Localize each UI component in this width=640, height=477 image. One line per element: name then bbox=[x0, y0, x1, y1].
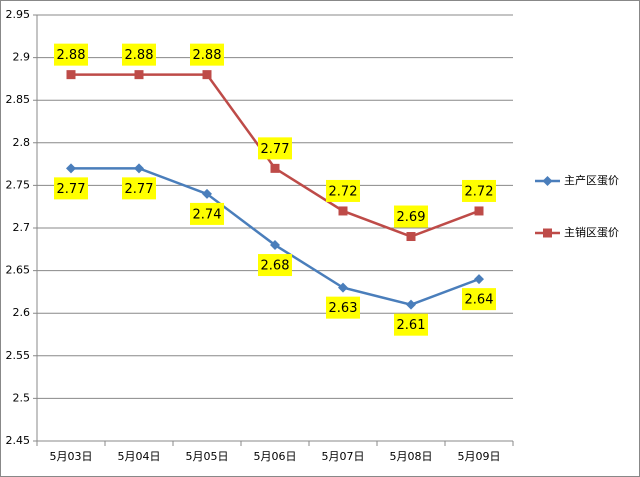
data-label-bg bbox=[462, 179, 496, 202]
y-tick-label: 2.95 bbox=[6, 8, 31, 21]
point bbox=[134, 70, 144, 80]
y-tick-label: 2.55 bbox=[6, 349, 31, 362]
point bbox=[202, 70, 212, 80]
x-tick-label: 5月08日 bbox=[390, 450, 433, 463]
point bbox=[134, 163, 144, 174]
point bbox=[474, 206, 484, 216]
y-tick-label: 2.65 bbox=[6, 264, 31, 277]
y-tick-label: 2.5 bbox=[13, 391, 31, 404]
data-label-bg bbox=[258, 137, 292, 160]
data-label: 2.88 bbox=[57, 48, 86, 63]
data-label: 2.77 bbox=[125, 182, 154, 197]
data-label-bg bbox=[54, 177, 88, 200]
point bbox=[270, 240, 280, 251]
data-label-bg bbox=[394, 313, 428, 336]
legend-label: 主产区蛋价 bbox=[564, 173, 619, 187]
data-label: 2.63 bbox=[329, 301, 358, 316]
x-tick-label: 5月05日 bbox=[186, 450, 229, 463]
data-label: 2.77 bbox=[57, 182, 86, 197]
point bbox=[270, 163, 280, 173]
y-tick-label: 2.75 bbox=[6, 178, 31, 191]
x-tick-label: 5月03日 bbox=[50, 450, 93, 463]
point bbox=[338, 206, 348, 216]
data-label: 2.69 bbox=[397, 210, 426, 225]
data-label: 2.72 bbox=[329, 184, 358, 199]
point bbox=[338, 282, 348, 293]
point bbox=[406, 299, 416, 310]
x-tick-label: 5月09日 bbox=[458, 450, 501, 463]
data-label-bg bbox=[462, 288, 496, 311]
y-tick-label: 2.6 bbox=[13, 306, 31, 319]
data-label-bg bbox=[190, 43, 224, 66]
data-label: 2.88 bbox=[125, 48, 154, 63]
y-tick-label: 2.85 bbox=[6, 93, 31, 106]
data-label: 2.88 bbox=[193, 48, 222, 63]
x-tick-label: 5月07日 bbox=[322, 450, 365, 463]
legend-label: 主销区蛋价 bbox=[564, 225, 619, 239]
data-label: 2.77 bbox=[261, 142, 290, 157]
data-label-bg bbox=[326, 179, 360, 202]
data-label-bg bbox=[258, 254, 292, 277]
x-tick-label: 5月06日 bbox=[254, 450, 297, 463]
data-label: 2.72 bbox=[465, 184, 494, 199]
point bbox=[66, 70, 76, 80]
data-label: 2.64 bbox=[465, 293, 494, 308]
y-tick-label: 2.8 bbox=[13, 136, 31, 149]
point bbox=[66, 163, 76, 174]
y-tick-label: 2.9 bbox=[13, 51, 31, 64]
data-label-bg bbox=[54, 43, 88, 66]
x-tick-label: 5月04日 bbox=[118, 450, 161, 463]
point bbox=[406, 232, 416, 242]
y-tick-label: 2.45 bbox=[6, 434, 31, 447]
data-label-bg bbox=[326, 296, 360, 319]
legend-marker bbox=[543, 228, 552, 238]
data-label: 2.74 bbox=[193, 207, 222, 222]
point bbox=[474, 274, 484, 285]
data-label: 2.61 bbox=[397, 318, 426, 333]
point bbox=[202, 188, 212, 199]
data-label-bg bbox=[190, 202, 224, 225]
data-label: 2.68 bbox=[261, 259, 290, 274]
legend-marker bbox=[542, 176, 553, 186]
data-label-bg bbox=[394, 205, 428, 228]
y-tick-label: 2.7 bbox=[13, 221, 31, 234]
data-label-bg bbox=[122, 43, 156, 66]
data-label-bg bbox=[122, 177, 156, 200]
